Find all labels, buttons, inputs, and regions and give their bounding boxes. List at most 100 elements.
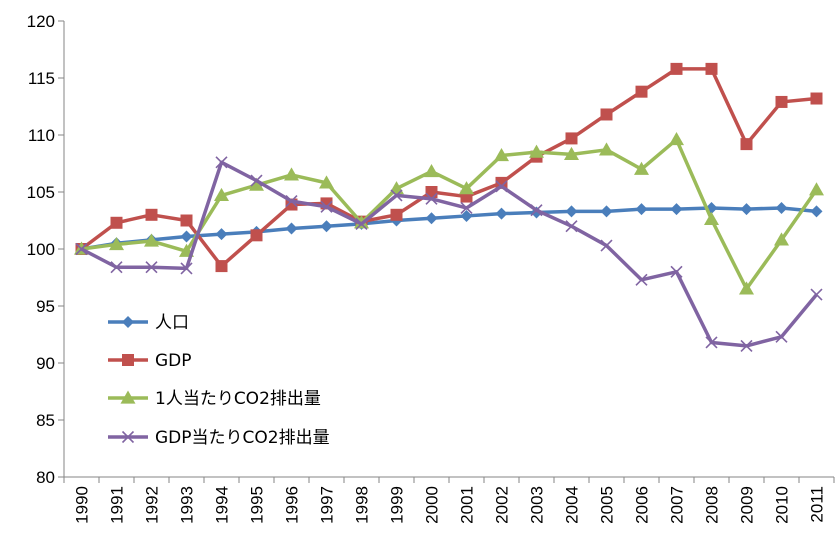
y-tick-label: 80 <box>36 468 55 487</box>
data-point <box>670 203 683 216</box>
data-point <box>810 205 823 218</box>
data-point <box>110 216 123 229</box>
data-point <box>390 208 403 221</box>
data-point <box>775 201 788 214</box>
data-point <box>529 144 544 158</box>
x-tick-label: 1993 <box>178 486 197 524</box>
data-point <box>144 233 159 247</box>
data-point <box>109 236 124 251</box>
x-tick-label: 1998 <box>353 486 372 524</box>
data-point <box>390 189 403 202</box>
data-point <box>635 273 648 286</box>
data-point <box>634 161 649 175</box>
data-point <box>635 85 648 98</box>
legend-item: 人口 <box>108 313 189 333</box>
data-point <box>635 203 648 216</box>
data-point <box>600 205 613 218</box>
data-point <box>110 261 123 274</box>
axes: 80 85 90 95 100 105 110 115 120 1990 1991 1992 1993 1… <box>27 12 835 524</box>
data-point <box>599 142 614 156</box>
y-tick-label: 105 <box>27 183 55 202</box>
series-3 <box>74 132 824 295</box>
y-tick-label: 90 <box>36 354 55 373</box>
data-point <box>320 220 333 233</box>
x-tick-label: 1999 <box>388 486 407 524</box>
data-point <box>530 204 543 217</box>
data-point <box>424 163 439 178</box>
data-point <box>249 177 264 191</box>
data-point <box>670 62 683 75</box>
data-point <box>180 230 193 243</box>
x-tick-label: 2005 <box>598 486 617 524</box>
data-point <box>775 330 788 343</box>
series-layer <box>74 62 824 352</box>
y-tick-label: 120 <box>27 12 55 31</box>
data-point <box>460 209 473 222</box>
x-tick-label: 1992 <box>143 486 162 524</box>
legend-label: GDP <box>155 351 192 371</box>
data-point <box>75 242 88 256</box>
series-line <box>80 67 817 268</box>
data-point <box>704 211 719 225</box>
y-tick-label: 100 <box>27 240 55 259</box>
data-point <box>495 207 508 220</box>
data-point <box>739 281 754 295</box>
x-tick-label: 2001 <box>458 486 477 524</box>
data-point <box>740 203 753 216</box>
data-point <box>214 187 229 202</box>
data-point <box>775 95 788 108</box>
data-point <box>564 146 579 161</box>
y-tick-label: 115 <box>28 69 55 88</box>
data-point <box>460 201 473 215</box>
data-point <box>180 214 193 227</box>
data-point <box>494 148 509 162</box>
series-4 <box>75 156 823 352</box>
x-tick-label: 2009 <box>738 486 757 524</box>
legend-label: 人口 <box>155 313 189 333</box>
data-point <box>670 265 683 278</box>
y-tick-label: 85 <box>36 411 55 430</box>
legend-item: 1人当たりCO2排出量 <box>108 389 321 409</box>
data-point <box>495 176 508 189</box>
x-tick-label: 1991 <box>108 486 127 524</box>
x-tick-label: 2004 <box>563 486 582 524</box>
data-point <box>180 262 193 275</box>
data-point <box>810 288 823 301</box>
legend-item: GDP <box>108 351 192 371</box>
legend-item: GDP当たりCO2排出量 <box>108 428 330 448</box>
legend-marker <box>121 430 135 444</box>
x-tick-label: 2003 <box>528 486 547 524</box>
data-point <box>215 228 228 241</box>
series-line <box>81 137 818 291</box>
x-tick-label: 2006 <box>633 486 652 524</box>
data-point <box>285 222 298 235</box>
data-point <box>215 156 228 169</box>
series-line <box>80 160 818 348</box>
data-point <box>145 208 158 221</box>
data-point <box>740 339 753 352</box>
data-point <box>600 239 613 252</box>
data-point <box>319 175 334 189</box>
series-line <box>81 206 817 251</box>
data-point <box>495 180 508 193</box>
data-point <box>459 181 474 195</box>
data-point <box>810 92 823 105</box>
data-point <box>705 336 718 349</box>
data-point <box>320 200 333 213</box>
legend-marker <box>122 354 134 366</box>
x-tick-label: 2011 <box>808 486 827 523</box>
data-point <box>425 212 438 225</box>
x-tick-label: 2007 <box>668 486 687 524</box>
data-point <box>600 108 613 121</box>
x-tick-label: 1990 <box>73 486 92 524</box>
legend-label: 1人当たりCO2排出量 <box>155 389 321 409</box>
data-point <box>425 192 438 205</box>
data-point <box>284 167 299 181</box>
x-tick-label: 1995 <box>248 486 267 524</box>
data-point <box>565 132 578 145</box>
data-point <box>285 195 298 208</box>
data-point <box>355 217 368 230</box>
data-point <box>565 220 578 233</box>
